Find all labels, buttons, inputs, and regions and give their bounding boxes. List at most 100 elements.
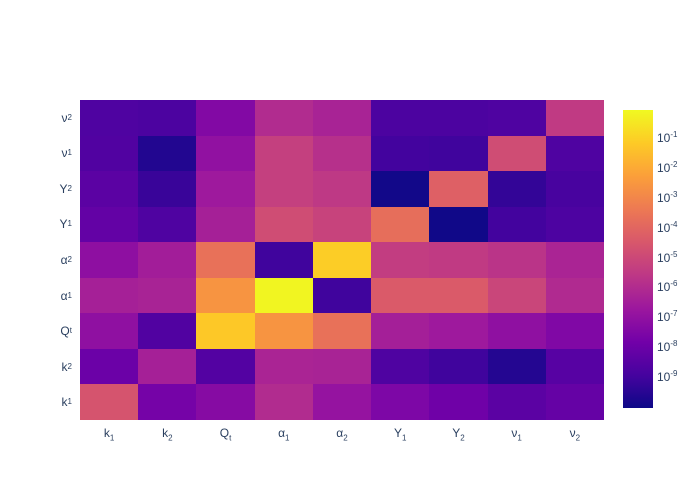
heatmap-cell[interactable] (196, 100, 256, 137)
heatmap-cell[interactable] (487, 313, 547, 350)
heatmap-cell[interactable] (545, 384, 605, 421)
heatmap-cell[interactable] (487, 206, 547, 243)
heatmap-cell[interactable] (371, 242, 430, 279)
heatmap-cell[interactable] (545, 277, 605, 314)
heatmap-cell[interactable] (80, 277, 139, 314)
heatmap-cell[interactable] (138, 242, 197, 279)
heatmap-cell[interactable] (80, 100, 139, 137)
colorbar-tick-label: 10-8 (657, 338, 678, 354)
heatmap-cell[interactable] (312, 348, 372, 385)
x-axis-label: Y2 (452, 426, 465, 443)
heatmap-cell[interactable] (371, 100, 430, 137)
heatmap-cell[interactable] (254, 384, 314, 421)
x-axis: k1 k2 Qt α1 α2 Y1 Y2 ν1 ν2 (80, 424, 604, 444)
heatmap-cell[interactable] (138, 135, 197, 172)
heatmap-cell[interactable] (80, 135, 139, 172)
heatmap-cell[interactable] (545, 242, 605, 279)
colorbar-ticks: 10-1 10-2 10-3 10-4 10-5 10-6 10-7 10-8 10-9 (657, 110, 699, 408)
heatmap-cell[interactable] (254, 206, 314, 243)
heatmap-cell[interactable] (545, 171, 605, 208)
heatmap-cell[interactable] (312, 313, 372, 350)
heatmap-cell[interactable] (138, 384, 197, 421)
heatmap-cell[interactable] (371, 348, 430, 385)
heatmap-cell[interactable] (371, 206, 430, 243)
heatmap-cell[interactable] (429, 348, 489, 385)
heatmap-cell[interactable] (312, 171, 372, 208)
heatmap-cell[interactable] (487, 384, 547, 421)
heatmap-cell[interactable] (429, 277, 489, 314)
heatmap-cell[interactable] (254, 171, 314, 208)
heatmap-cell[interactable] (545, 100, 605, 137)
heatmap-cell[interactable] (487, 100, 547, 137)
heatmap-cell[interactable] (196, 348, 256, 385)
heatmap-cell[interactable] (312, 206, 372, 243)
heatmap-cell[interactable] (371, 277, 430, 314)
heatmap-cell[interactable] (196, 313, 256, 350)
heatmap-cell[interactable] (254, 242, 314, 279)
heatmap-cell[interactable] (196, 206, 256, 243)
heatmap-cell[interactable] (312, 277, 372, 314)
heatmap-cell[interactable] (80, 242, 139, 279)
heatmap-cell[interactable] (487, 135, 547, 172)
heatmap-cell[interactable] (254, 135, 314, 172)
heatmap-cell[interactable] (138, 171, 197, 208)
heatmap-cell[interactable] (429, 313, 489, 350)
heatmap-cell[interactable] (429, 206, 489, 243)
heatmap-cell[interactable] (429, 242, 489, 279)
heatmap-cell[interactable] (196, 277, 256, 314)
colorbar-tick-label: 10-3 (657, 189, 678, 205)
heatmap-cell[interactable] (312, 242, 372, 279)
heatmap-cell[interactable] (196, 171, 256, 208)
heatmap-cell[interactable] (80, 384, 139, 421)
x-axis-label: ν2 (569, 426, 581, 443)
colorbar-tick-label: 10-7 (657, 309, 678, 325)
heatmap-cell[interactable] (196, 384, 256, 421)
heatmap-cell[interactable] (429, 384, 489, 421)
heatmap-cell[interactable] (545, 135, 605, 172)
heatmap-cell[interactable] (138, 313, 197, 350)
heatmap-cell[interactable] (254, 100, 314, 137)
heatmap-cell[interactable] (138, 206, 197, 243)
heatmap-cell[interactable] (371, 313, 430, 350)
heatmap-cell[interactable] (80, 206, 139, 243)
heatmap-cell[interactable] (429, 100, 489, 137)
heatmap-cell[interactable] (254, 313, 314, 350)
heatmap-cell[interactable] (487, 277, 547, 314)
heatmap-cell[interactable] (429, 135, 489, 172)
heatmap-cell[interactable] (80, 348, 139, 385)
heatmap-cell[interactable] (312, 135, 372, 172)
x-axis-label: ν1 (511, 426, 522, 443)
heatmap-cell[interactable] (254, 348, 314, 385)
heatmap-cell[interactable] (429, 171, 489, 208)
heatmap-cell[interactable] (80, 171, 139, 208)
heatmap-cell[interactable] (196, 135, 256, 172)
heatmap-cell[interactable] (138, 100, 197, 137)
heatmap-cell[interactable] (138, 348, 197, 385)
heatmap-cell[interactable] (371, 384, 430, 421)
colorbar-tick-label: 10-4 (657, 219, 678, 235)
colorbar-tick-label: 10-1 (657, 130, 678, 146)
heatmap-cell[interactable] (254, 277, 314, 314)
heatmap-cell[interactable] (312, 100, 372, 137)
heatmap-cell[interactable] (487, 348, 547, 385)
heatmap-cell[interactable] (545, 206, 605, 243)
heatmap-cell[interactable] (487, 242, 547, 279)
heatmap-cell[interactable] (312, 384, 372, 421)
heatmap-cell[interactable] (545, 348, 605, 385)
heatmap-cell[interactable] (545, 313, 605, 350)
heatmap-cell[interactable] (138, 277, 197, 314)
heatmap-cell[interactable] (80, 313, 139, 350)
heatmap-cell[interactable] (487, 171, 547, 208)
heatmap-cell[interactable] (371, 135, 430, 172)
colorbar-tick-label: 10-2 (657, 160, 678, 176)
heatmap-cell[interactable] (371, 171, 430, 208)
heatmap-cell[interactable] (196, 242, 256, 279)
